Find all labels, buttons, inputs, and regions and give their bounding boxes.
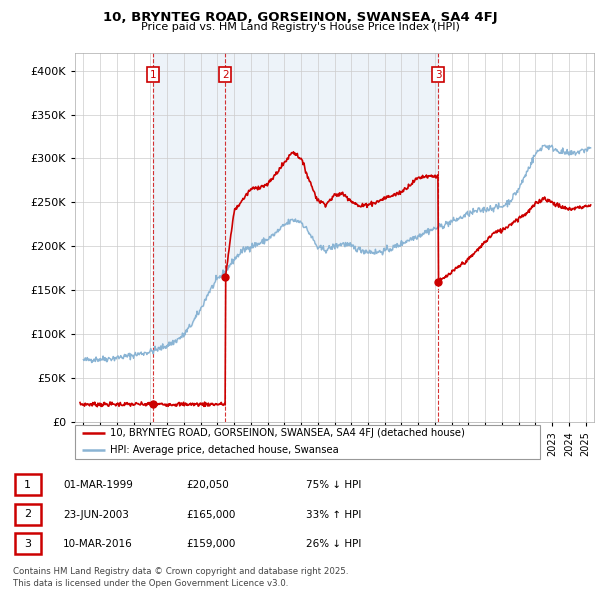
Text: 10, BRYNTEG ROAD, GORSEINON, SWANSEA, SA4 4FJ: 10, BRYNTEG ROAD, GORSEINON, SWANSEA, SA… [103, 11, 497, 24]
Text: 2: 2 [222, 70, 229, 80]
Text: 3: 3 [24, 539, 31, 549]
Text: £159,000: £159,000 [186, 539, 235, 549]
FancyBboxPatch shape [14, 504, 41, 525]
Text: 10, BRYNTEG ROAD, GORSEINON, SWANSEA, SA4 4FJ (detached house): 10, BRYNTEG ROAD, GORSEINON, SWANSEA, SA… [110, 428, 465, 438]
Text: £165,000: £165,000 [186, 510, 235, 520]
FancyBboxPatch shape [14, 533, 41, 554]
Text: 23-JUN-2003: 23-JUN-2003 [63, 510, 129, 520]
FancyBboxPatch shape [75, 425, 540, 459]
Text: HPI: Average price, detached house, Swansea: HPI: Average price, detached house, Swan… [110, 445, 338, 455]
Text: 3: 3 [435, 70, 442, 80]
Text: 1: 1 [150, 70, 157, 80]
Text: 75% ↓ HPI: 75% ↓ HPI [306, 480, 361, 490]
Text: 10-MAR-2016: 10-MAR-2016 [63, 539, 133, 549]
Text: Contains HM Land Registry data © Crown copyright and database right 2025.
This d: Contains HM Land Registry data © Crown c… [13, 567, 349, 588]
Text: 33% ↑ HPI: 33% ↑ HPI [306, 510, 361, 520]
Text: 2: 2 [24, 509, 31, 519]
FancyBboxPatch shape [14, 474, 41, 495]
Text: 26% ↓ HPI: 26% ↓ HPI [306, 539, 361, 549]
Text: Price paid vs. HM Land Registry's House Price Index (HPI): Price paid vs. HM Land Registry's House … [140, 22, 460, 32]
Text: £20,050: £20,050 [186, 480, 229, 490]
Text: 01-MAR-1999: 01-MAR-1999 [63, 480, 133, 490]
Text: 1: 1 [24, 480, 31, 490]
